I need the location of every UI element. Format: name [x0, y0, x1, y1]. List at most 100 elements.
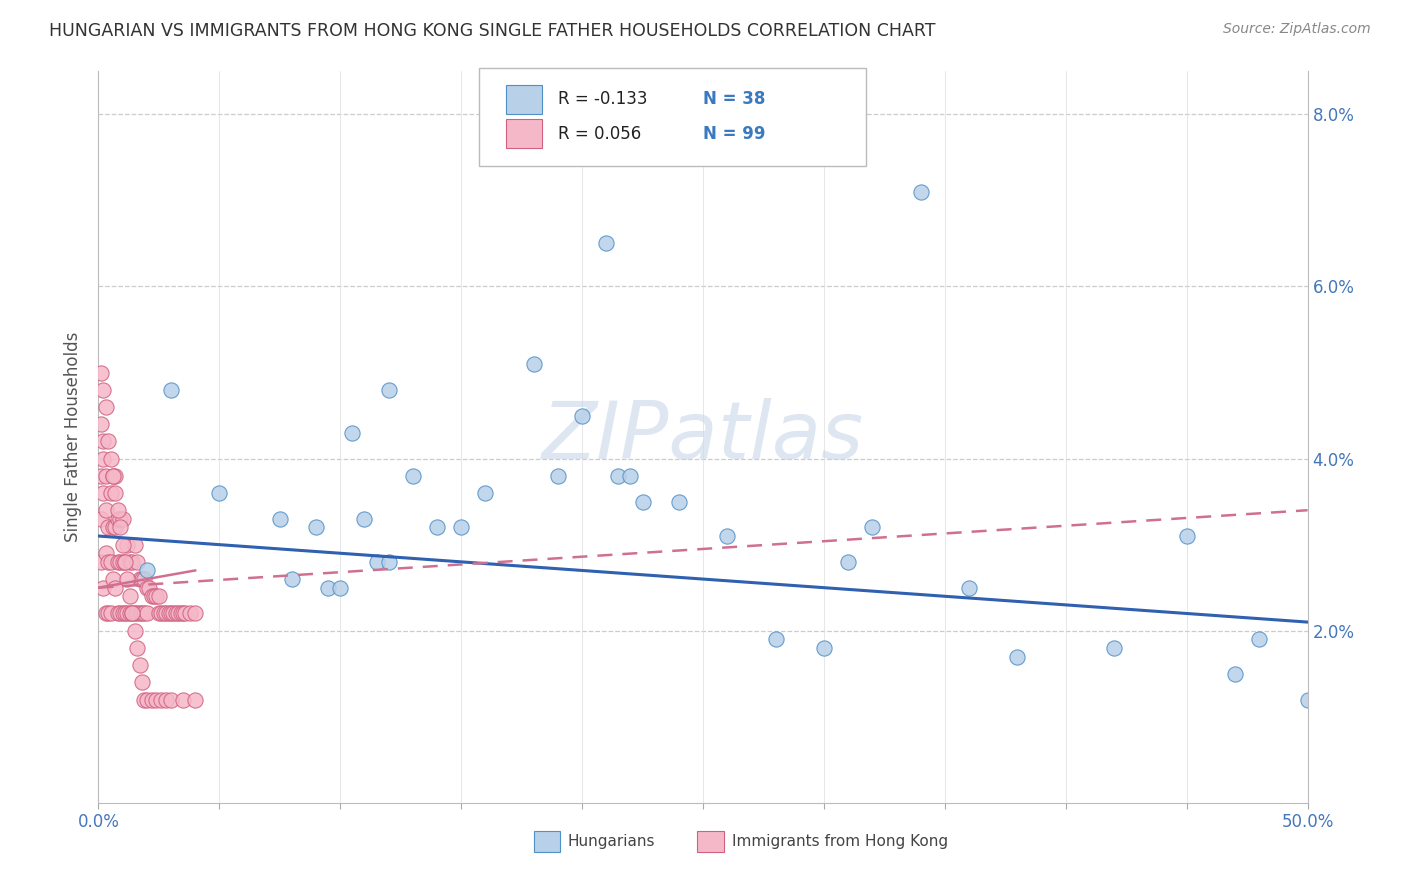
Point: [141, 589, 163, 603]
Text: HUNGARIAN VS IMMIGRANTS FROM HONG KONG SINGLE FATHER HOUSEHOLDS CORRELATION CHAR: HUNGARIAN VS IMMIGRANTS FROM HONG KONG S…: [49, 22, 936, 40]
Point: [91, 383, 114, 397]
Point: [155, 607, 177, 621]
Point: [716, 529, 738, 543]
Point: [104, 581, 127, 595]
Point: [127, 640, 149, 655]
Point: [208, 486, 231, 500]
Point: [118, 555, 141, 569]
Point: [523, 357, 546, 371]
Bar: [506, 85, 543, 114]
Point: [134, 607, 156, 621]
Text: Immigrants from Hong Kong: Immigrants from Hong Kong: [733, 834, 948, 849]
Point: [1249, 632, 1271, 647]
Point: [111, 607, 134, 621]
Point: [107, 555, 129, 569]
Point: [910, 185, 932, 199]
Point: [100, 451, 122, 466]
Point: [135, 692, 157, 706]
Text: R = 0.056: R = 0.056: [558, 125, 641, 143]
Point: [91, 434, 114, 449]
Point: [124, 624, 146, 638]
Y-axis label: Single Father Households: Single Father Households: [65, 332, 83, 542]
Point: [184, 607, 207, 621]
Point: [607, 468, 630, 483]
Point: [127, 607, 149, 621]
Point: [148, 607, 170, 621]
Point: [101, 468, 124, 483]
Point: [91, 486, 114, 500]
Point: [128, 607, 150, 621]
Point: [305, 520, 328, 534]
Point: [104, 520, 127, 534]
Point: [108, 512, 131, 526]
Point: [124, 607, 146, 621]
Point: [134, 692, 156, 706]
Point: [631, 494, 654, 508]
Point: [366, 555, 388, 569]
Point: [402, 468, 425, 483]
Point: [619, 468, 641, 483]
Point: [108, 520, 131, 534]
Point: [108, 555, 131, 569]
Text: R = -0.133: R = -0.133: [558, 90, 647, 108]
Point: [860, 520, 883, 534]
Point: [100, 486, 122, 500]
Point: [668, 494, 690, 508]
Point: [117, 572, 139, 586]
Point: [957, 581, 980, 595]
Point: [155, 692, 177, 706]
Point: [813, 640, 835, 655]
Text: Source: ZipAtlas.com: Source: ZipAtlas.com: [1223, 22, 1371, 37]
Point: [148, 589, 170, 603]
Point: [595, 236, 617, 251]
Point: [90, 512, 112, 526]
Point: [108, 607, 131, 621]
Point: [167, 607, 190, 621]
Point: [316, 581, 339, 595]
Point: [114, 555, 136, 569]
Point: [160, 383, 183, 397]
Point: [135, 564, 157, 578]
Text: Hungarians: Hungarians: [568, 834, 655, 849]
Point: [135, 607, 157, 621]
Text: N = 99: N = 99: [703, 125, 765, 143]
Point: [160, 692, 183, 706]
Point: [377, 555, 399, 569]
Point: [1175, 529, 1198, 543]
Point: [184, 692, 207, 706]
Point: [124, 538, 146, 552]
Point: [1102, 640, 1125, 655]
Point: [90, 468, 112, 483]
Point: [150, 607, 173, 621]
Point: [162, 607, 184, 621]
Point: [143, 589, 166, 603]
Point: [118, 607, 141, 621]
Bar: [534, 831, 561, 852]
Point: [474, 486, 496, 500]
Point: [160, 607, 183, 621]
Point: [117, 538, 139, 552]
Point: [377, 383, 399, 397]
Point: [547, 468, 569, 483]
Point: [145, 589, 167, 603]
Point: [107, 503, 129, 517]
Point: [131, 572, 153, 586]
Point: [94, 546, 117, 560]
Point: [101, 520, 124, 534]
Bar: [506, 119, 543, 148]
Point: [94, 400, 117, 414]
FancyBboxPatch shape: [479, 68, 866, 167]
Text: ZIPatlas: ZIPatlas: [541, 398, 865, 476]
Point: [90, 417, 112, 432]
Point: [281, 572, 304, 586]
Point: [169, 607, 191, 621]
Point: [111, 538, 134, 552]
Point: [107, 512, 129, 526]
Bar: [697, 831, 724, 852]
Point: [165, 607, 187, 621]
Point: [145, 692, 167, 706]
Point: [104, 468, 127, 483]
Point: [1007, 649, 1029, 664]
Point: [765, 632, 787, 647]
Point: [100, 607, 122, 621]
